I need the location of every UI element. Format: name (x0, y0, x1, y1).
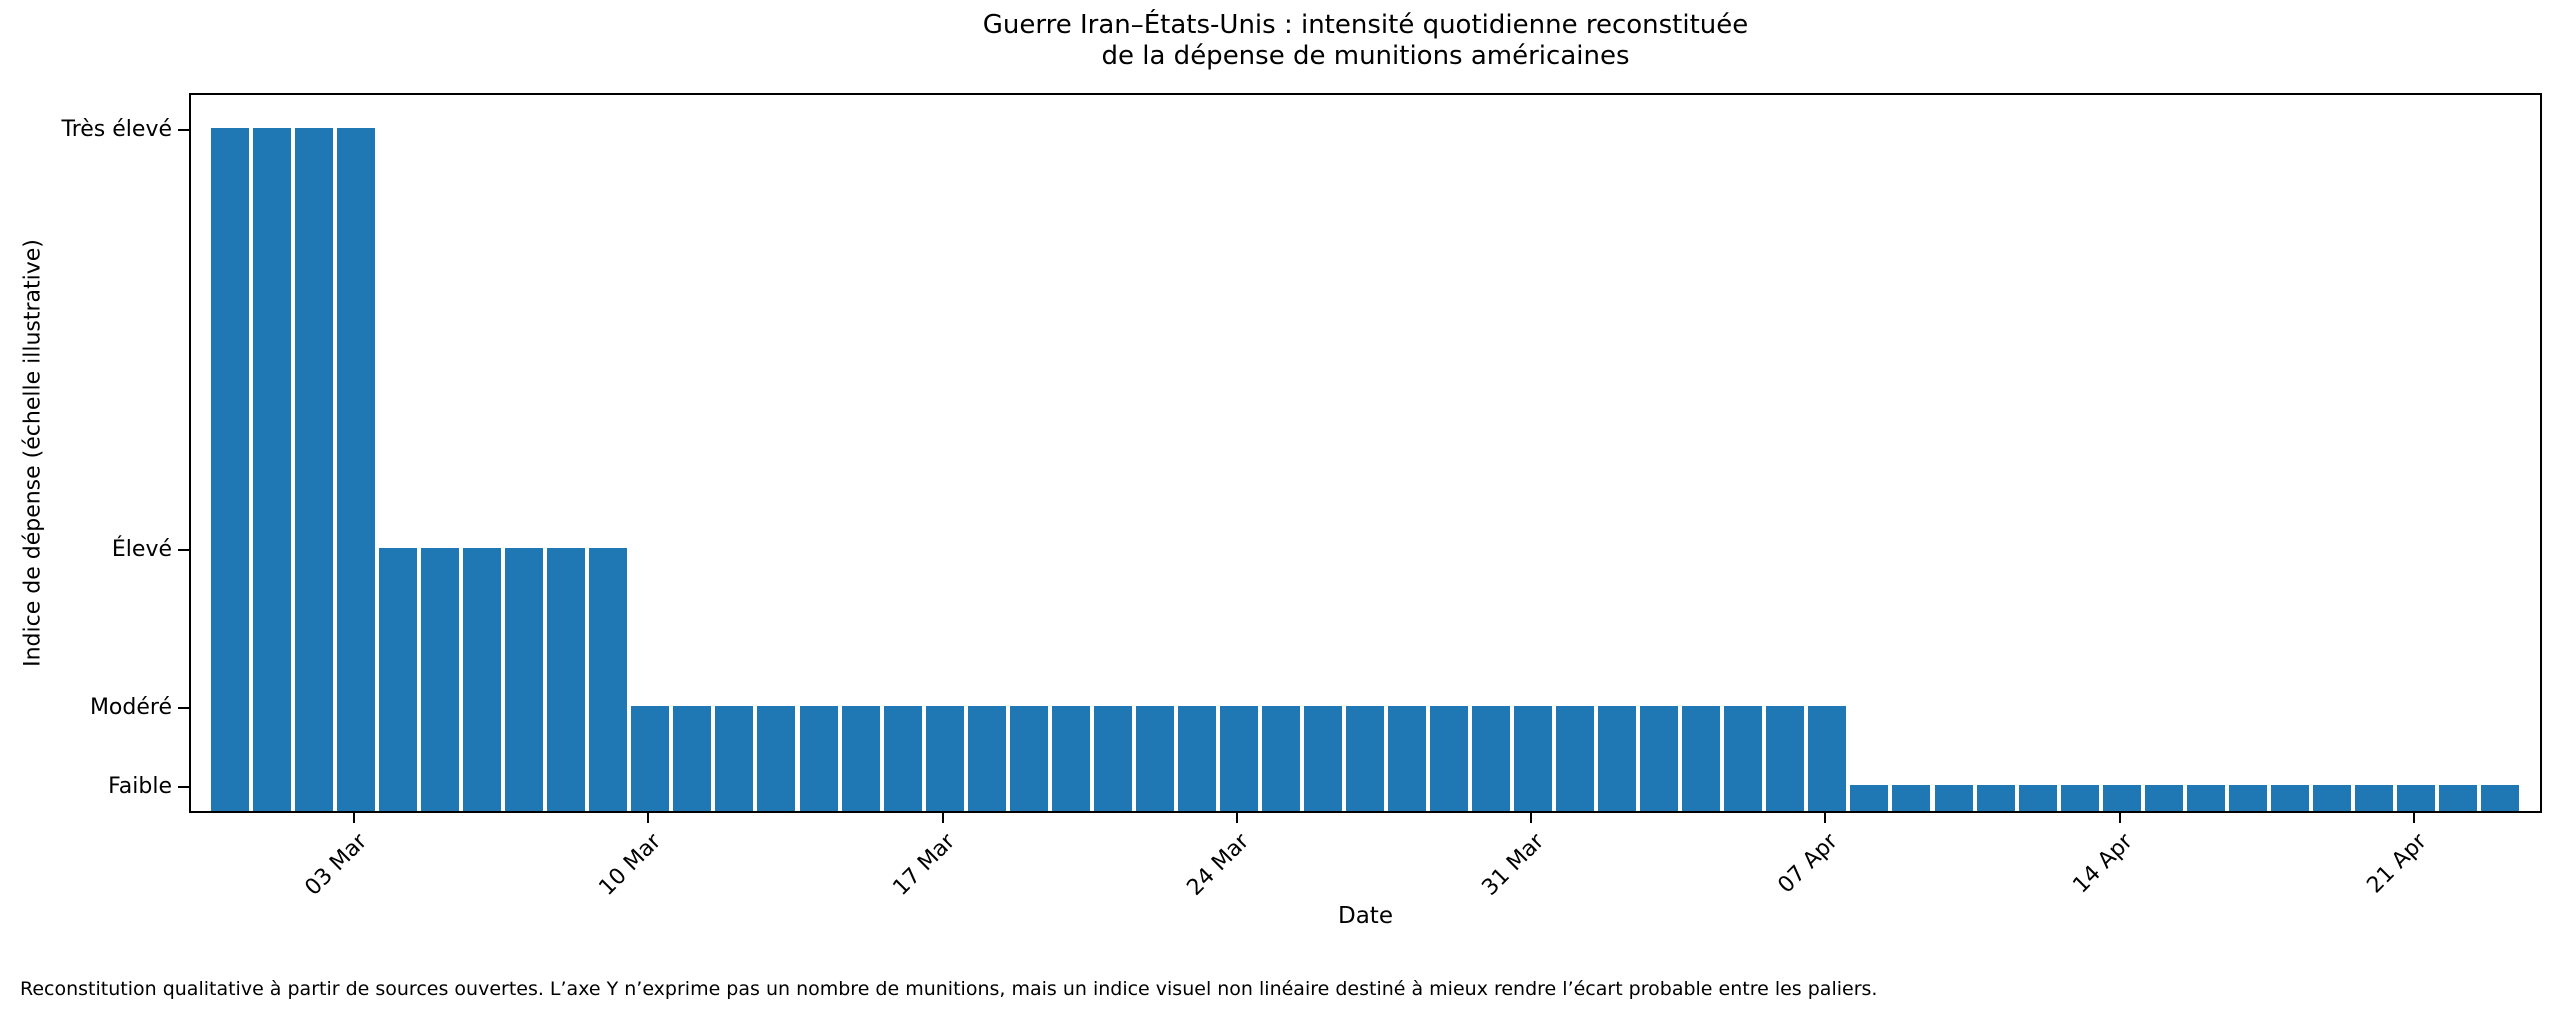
bar (1135, 705, 1174, 811)
bar (2354, 784, 2393, 811)
bar (421, 548, 460, 811)
y-tick-mark (178, 785, 189, 788)
bar (967, 705, 1006, 811)
bar (2270, 784, 2309, 811)
bar (505, 548, 544, 811)
x-tick-mark (2118, 813, 2121, 823)
bar (589, 548, 628, 811)
bar (2438, 784, 2477, 811)
y-axis-label: Indice de dépense (échelle illustrative) (20, 239, 46, 667)
bar (337, 127, 376, 811)
bar (463, 548, 502, 811)
x-tick-mark (2412, 813, 2415, 823)
x-tick-mark (647, 813, 650, 823)
bar (2018, 784, 2057, 811)
bar (1346, 705, 1384, 811)
x-tick-label-text: 31 Mar (1477, 829, 1549, 901)
y-tick-mark (178, 128, 189, 131)
x-tick-mark (353, 813, 356, 823)
bar (1093, 705, 1132, 811)
x-tick-mark (1530, 813, 1533, 823)
bar (883, 705, 922, 811)
bar (2396, 784, 2435, 811)
bar (1640, 705, 1679, 811)
x-tick-mark (1235, 813, 1238, 823)
bar (757, 705, 796, 811)
bar (1261, 705, 1300, 811)
bar (1598, 705, 1637, 811)
y-tick-label: Modéré (89, 694, 172, 720)
bar (253, 127, 292, 811)
y-tick-label: Très élevé (61, 116, 173, 142)
bar (295, 127, 334, 811)
y-tick-label: Élevé (111, 537, 172, 563)
x-tick-label-text: 03 Mar (300, 829, 372, 901)
bar (1303, 705, 1342, 811)
footnote: Reconstitution qualitative à partir de s… (20, 978, 1878, 1000)
bar (1934, 784, 1973, 811)
bar (1219, 705, 1258, 811)
bar (1724, 705, 1763, 811)
y-tick-mark (178, 706, 189, 709)
x-tick-label-text: 07 Apr (1773, 829, 1844, 899)
bar (1430, 705, 1469, 811)
x-tick-label-text: 21 Apr (2362, 829, 2432, 899)
bar (1472, 705, 1511, 811)
bar (2186, 784, 2225, 811)
x-tick-mark (1824, 813, 1827, 823)
bar (2102, 784, 2141, 811)
y-tick-label: Faible (108, 773, 172, 799)
bar (1808, 705, 1847, 811)
bar (2060, 784, 2099, 811)
bar (925, 705, 964, 811)
bar (211, 127, 249, 811)
bar (1976, 784, 2015, 811)
bar (841, 705, 880, 811)
x-axis-label: Date (1338, 903, 1393, 929)
y-tick-mark (178, 549, 189, 552)
bar (1009, 705, 1048, 811)
bar (1514, 705, 1553, 811)
bar (631, 705, 670, 811)
bar (673, 705, 712, 811)
bar (1850, 784, 1889, 811)
bar (1766, 705, 1805, 811)
bar (799, 705, 838, 811)
chart-title: Guerre Iran–États-Unis : intensité quoti… (982, 10, 1749, 71)
x-tick-label-text: 10 Mar (594, 829, 667, 901)
bar (2481, 784, 2519, 811)
bar (547, 548, 586, 811)
bar (1388, 705, 1427, 811)
bar (1177, 705, 1216, 811)
bar (379, 548, 418, 811)
bar (1682, 705, 1721, 811)
bar (1556, 705, 1595, 811)
bar (2312, 784, 2351, 811)
x-tick-label-text: 17 Mar (888, 829, 961, 901)
bar (715, 705, 754, 811)
plot-area (189, 93, 2542, 813)
x-tick-mark (941, 813, 944, 823)
x-tick-label-text: 24 Mar (1182, 829, 1255, 901)
bar (2144, 784, 2183, 811)
bar (1051, 705, 1090, 811)
x-tick-label-text: 14 Apr (2068, 829, 2138, 899)
bar (2228, 784, 2267, 811)
bar (1892, 784, 1931, 811)
